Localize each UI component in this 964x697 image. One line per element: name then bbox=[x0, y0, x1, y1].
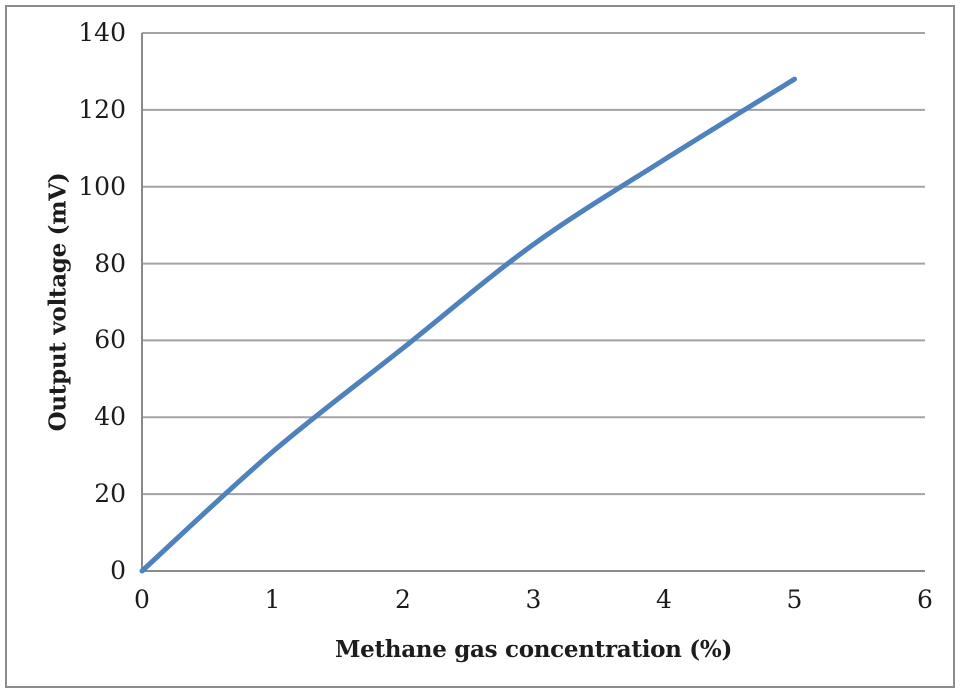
y-tick-label: 80 bbox=[94, 248, 126, 278]
x-tick-label: 3 bbox=[525, 585, 542, 614]
y-axis-title: Output voltage (mV) bbox=[44, 172, 72, 432]
y-tick-label: 100 bbox=[78, 171, 126, 201]
y-tick-label: 140 bbox=[78, 18, 126, 47]
x-axis-title: Methane gas concentration (%) bbox=[334, 636, 733, 663]
x-tick-label: 1 bbox=[264, 585, 281, 614]
x-tick-label: 6 bbox=[917, 585, 933, 614]
y-tick-label: 20 bbox=[94, 479, 126, 509]
x-tick-label: 5 bbox=[786, 585, 803, 614]
x-tick-label: 2 bbox=[395, 585, 411, 614]
y-tick-label: 120 bbox=[78, 94, 126, 124]
series-line bbox=[139, 76, 797, 574]
y-tick-label: 0 bbox=[110, 556, 126, 585]
x-tick-label: 0 bbox=[134, 585, 150, 614]
x-tick-label: 4 bbox=[656, 585, 672, 614]
y-tick-label: 60 bbox=[94, 325, 126, 355]
chart-frame bbox=[5, 5, 955, 688]
y-tick-label: 40 bbox=[94, 402, 126, 432]
